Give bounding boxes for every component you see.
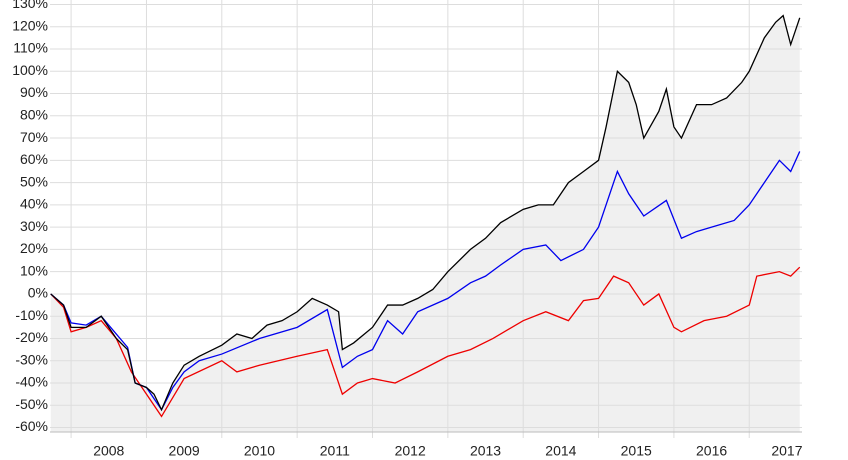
y-tick-label: 110% [13,40,48,56]
y-tick-label: 10% [20,262,48,278]
y-tick-label: 120% [12,17,48,33]
x-tick-label: 2011 [320,443,350,459]
x-tick-label: 2013 [470,443,501,459]
x-tick-label: 2014 [545,443,576,459]
x-tick-label: 2009 [169,443,200,459]
y-tick-label: -40% [15,374,48,390]
y-tick-label: 20% [20,240,48,256]
y-tick-label: -60% [15,418,48,434]
y-tick-label: 100% [12,62,48,78]
x-tick-label: 2015 [621,443,652,459]
x-tick-label: 2017 [771,443,802,459]
series-line [50,14,801,412]
series-line [50,266,801,418]
y-tick-label: -20% [15,329,48,345]
x-tick-label: 2010 [244,443,275,459]
y-tick-label: 50% [20,173,48,189]
y-tick-label: 130% [12,0,48,11]
y-tick-label: 80% [20,106,48,122]
y-tick-label: -10% [15,307,48,323]
y-tick-label: 0% [28,285,48,301]
area [50,15,800,433]
y-tick-label: 60% [20,151,48,167]
x-tick-label: 2008 [93,443,124,459]
y-tick-label: -50% [15,396,48,412]
y-tick-label: -30% [15,351,48,367]
x-tick-label: 2012 [395,443,426,459]
y-tick-label: 40% [20,196,48,212]
y-tick-label: 30% [20,218,48,234]
y-tick-label: 70% [20,129,48,145]
x-tick-label: 2016 [696,443,727,459]
y-tick-label: 90% [20,84,48,100]
